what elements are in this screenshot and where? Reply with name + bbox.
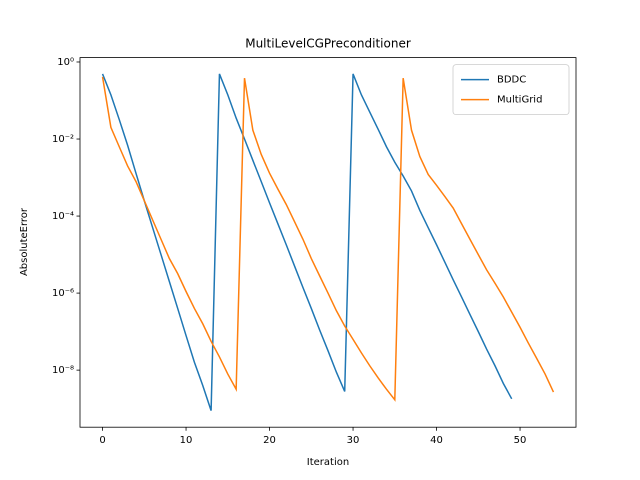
y-axis-label: AbsoluteError	[19, 207, 30, 276]
x-tick-label: 40	[430, 435, 443, 446]
x-axis-label: Iteration	[307, 457, 349, 468]
legend-label: BDDC	[497, 75, 526, 86]
x-tick-label: 10	[180, 435, 193, 446]
legend-box	[452, 64, 570, 115]
y-tick-label: 10⁰	[57, 57, 74, 68]
x-tick-label: 30	[347, 435, 360, 446]
y-tick-label: 10⁻⁸	[52, 365, 74, 376]
x-tick-label: 50	[514, 435, 527, 446]
chart-title: MultiLevelCGPreconditioner	[245, 37, 411, 51]
axes-frame	[79, 57, 577, 428]
x-tick-label: 20	[263, 435, 276, 446]
y-tick-label: 10⁻²	[52, 134, 74, 145]
legend-label: MultiGrid	[497, 95, 542, 106]
y-tick-label: 10⁻⁴	[52, 211, 74, 222]
y-tick-label: 10⁻⁶	[52, 288, 74, 299]
data-line	[101, 73, 513, 411]
data-line	[101, 76, 555, 402]
x-tick-label: 0	[99, 435, 105, 446]
